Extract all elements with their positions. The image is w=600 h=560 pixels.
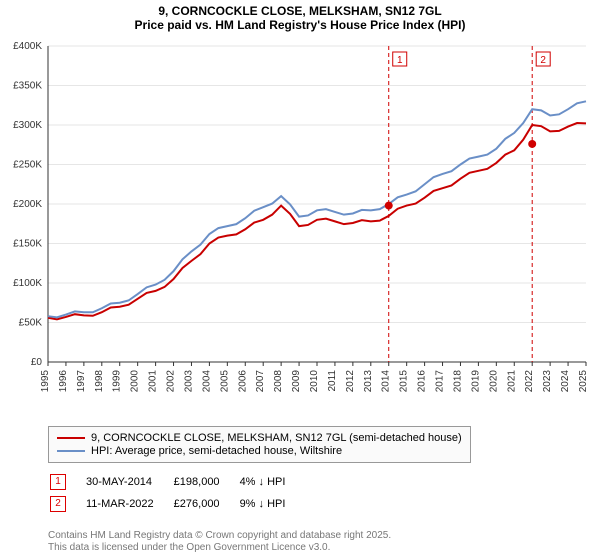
svg-text:2009: 2009 bbox=[291, 370, 302, 393]
svg-text:2013: 2013 bbox=[363, 370, 374, 393]
svg-text:£300K: £300K bbox=[13, 120, 42, 131]
svg-text:2000: 2000 bbox=[130, 370, 141, 393]
marker-date: 30-MAY-2014 bbox=[86, 472, 172, 492]
svg-text:2004: 2004 bbox=[201, 370, 212, 393]
svg-text:2020: 2020 bbox=[488, 370, 499, 393]
svg-text:£400K: £400K bbox=[13, 41, 42, 52]
svg-text:1997: 1997 bbox=[76, 370, 87, 393]
marker-delta: 9% ↓ HPI bbox=[240, 494, 304, 514]
svg-text:2012: 2012 bbox=[345, 370, 356, 393]
markers-table: 1 30-MAY-2014 £198,000 4% ↓ HPI 2 11-MAR… bbox=[48, 470, 305, 516]
svg-text:2005: 2005 bbox=[219, 370, 230, 393]
svg-text:2002: 2002 bbox=[166, 370, 177, 393]
svg-text:2014: 2014 bbox=[381, 370, 392, 393]
legend-swatch-hpi bbox=[57, 450, 85, 452]
svg-text:2011: 2011 bbox=[327, 370, 338, 392]
svg-text:2025: 2025 bbox=[578, 370, 589, 393]
svg-text:2006: 2006 bbox=[237, 370, 248, 393]
marker-badge: 2 bbox=[50, 496, 66, 512]
marker-row: 1 30-MAY-2014 £198,000 4% ↓ HPI bbox=[50, 472, 303, 492]
svg-text:2008: 2008 bbox=[273, 370, 284, 393]
svg-text:2010: 2010 bbox=[309, 370, 320, 393]
svg-text:2001: 2001 bbox=[148, 370, 159, 393]
svg-text:1998: 1998 bbox=[94, 370, 105, 393]
footer-line1: Contains HM Land Registry data © Crown c… bbox=[48, 530, 391, 542]
legend-label: HPI: Average price, semi-detached house,… bbox=[91, 445, 342, 457]
svg-text:£100K: £100K bbox=[13, 278, 42, 289]
svg-text:1996: 1996 bbox=[58, 370, 69, 393]
legend-swatch-property bbox=[57, 437, 85, 439]
marker-price: £276,000 bbox=[174, 494, 238, 514]
legend-label: 9, CORNCOCKLE CLOSE, MELKSHAM, SN12 7GL … bbox=[91, 432, 462, 444]
svg-text:2003: 2003 bbox=[183, 370, 194, 393]
marker-date: 11-MAR-2022 bbox=[86, 494, 172, 514]
svg-text:2019: 2019 bbox=[470, 370, 481, 393]
chart-area: £0 £50K £100K £150K £200K £250K £300K £350K £400… bbox=[0, 38, 600, 418]
svg-text:£50K: £50K bbox=[19, 318, 43, 329]
marker-delta: 4% ↓ HPI bbox=[240, 472, 304, 492]
svg-text:2017: 2017 bbox=[435, 370, 446, 393]
title-line1: 9, CORNCOCKLE CLOSE, MELKSHAM, SN12 7GL bbox=[0, 4, 600, 18]
legend: 9, CORNCOCKLE CLOSE, MELKSHAM, SN12 7GL … bbox=[48, 426, 471, 463]
svg-text:1: 1 bbox=[397, 55, 403, 66]
svg-text:2021: 2021 bbox=[506, 370, 517, 393]
svg-text:2016: 2016 bbox=[417, 370, 428, 393]
svg-text:1995: 1995 bbox=[40, 370, 51, 393]
svg-text:2007: 2007 bbox=[255, 370, 266, 393]
marker-badge: 1 bbox=[50, 474, 66, 490]
svg-text:£0: £0 bbox=[31, 357, 43, 368]
svg-text:1999: 1999 bbox=[112, 370, 123, 393]
svg-text:2024: 2024 bbox=[560, 370, 571, 393]
svg-text:2023: 2023 bbox=[542, 370, 553, 393]
title-line2: Price paid vs. HM Land Registry's House … bbox=[0, 18, 600, 32]
legend-row: HPI: Average price, semi-detached house,… bbox=[57, 445, 462, 457]
svg-text:2022: 2022 bbox=[524, 370, 535, 393]
footer: Contains HM Land Registry data © Crown c… bbox=[48, 530, 391, 554]
svg-text:£250K: £250K bbox=[13, 160, 42, 171]
svg-text:2018: 2018 bbox=[452, 370, 463, 393]
svg-text:£150K: £150K bbox=[13, 239, 42, 250]
marker-row: 2 11-MAR-2022 £276,000 9% ↓ HPI bbox=[50, 494, 303, 514]
footer-line2: This data is licensed under the Open Gov… bbox=[48, 542, 391, 554]
chart-title-block: 9, CORNCOCKLE CLOSE, MELKSHAM, SN12 7GL … bbox=[0, 0, 600, 32]
svg-text:£200K: £200K bbox=[13, 199, 42, 210]
marker-price: £198,000 bbox=[174, 472, 238, 492]
svg-text:2: 2 bbox=[540, 55, 546, 66]
svg-text:£350K: £350K bbox=[13, 81, 42, 92]
chart-svg: £0 £50K £100K £150K £200K £250K £300K £350K £400… bbox=[0, 38, 600, 418]
svg-text:2015: 2015 bbox=[399, 370, 410, 393]
legend-row: 9, CORNCOCKLE CLOSE, MELKSHAM, SN12 7GL … bbox=[57, 432, 462, 444]
